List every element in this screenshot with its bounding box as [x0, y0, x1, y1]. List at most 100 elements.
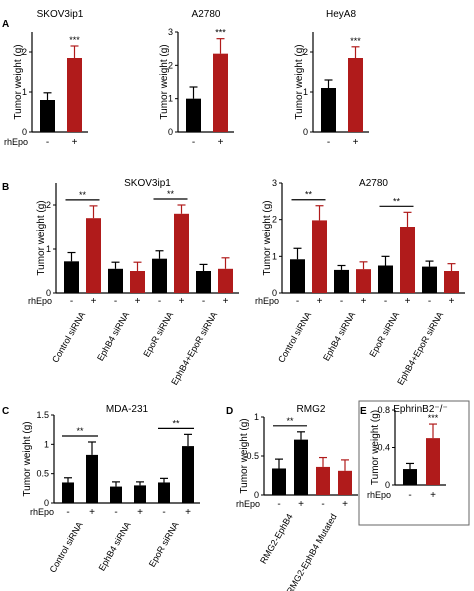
chart-c-category-label: +	[89, 507, 95, 518]
chart-a2-bar	[213, 53, 228, 132]
panel-letter-b: B	[2, 182, 9, 193]
chart-b2-category-label: -	[428, 296, 431, 307]
chart-c-bar	[182, 446, 194, 503]
chart-a3-bar	[348, 58, 363, 132]
chart-a3-bar	[321, 88, 336, 132]
chart-b2-category-label: -	[340, 296, 343, 307]
chart-c-category-label: +	[137, 507, 143, 518]
chart-b2-group-label: EphB4 siRNA	[321, 310, 357, 363]
chart-d-group-label: RMG2-EphB4 Mutated	[285, 512, 339, 591]
chart-a2-ylabel: Tumor weight (g)	[159, 44, 170, 119]
panel-letter-d: D	[226, 406, 233, 417]
chart-c-ytick-label: 1.5	[36, 410, 49, 420]
chart-b1-significance-label: **	[79, 190, 87, 200]
chart-b1-category-label: -	[70, 296, 73, 307]
chart-c-ytick-label: 1	[44, 439, 49, 449]
chart-e-ytick-label: 0.8	[377, 405, 390, 415]
chart-c-bar	[134, 485, 146, 503]
chart-b1-bar	[64, 261, 79, 293]
chart-a3-ytick-label: 1	[303, 87, 308, 97]
chart-b1-bar	[218, 268, 233, 293]
chart-b1-ytick-label: 0	[46, 288, 51, 298]
chart-b2-bar	[290, 259, 305, 293]
chart-a2-category-label: -	[192, 137, 195, 148]
chart-d-bar	[316, 466, 330, 495]
chart-b2-bar	[356, 269, 371, 293]
chart-a2-ytick-label: 3	[168, 27, 173, 37]
chart-d-category-label: +	[342, 499, 348, 510]
chart-a3-category-label: +	[353, 137, 359, 148]
chart-b2-title: A2780	[359, 178, 388, 189]
chart-a1-category-label: +	[72, 137, 78, 148]
chart-a1-ytick-label: 0	[22, 127, 27, 137]
chart-c-title: MDA-231	[106, 404, 149, 415]
chart-c-significance-label: **	[76, 426, 84, 436]
chart-b2-category-label: +	[317, 296, 323, 307]
chart-b2-group-label: EpoR siRNA	[367, 310, 401, 359]
chart-d-ylabel: Tumor weight (g)	[239, 418, 250, 493]
chart-b2-bar	[334, 269, 349, 293]
chart-b1-group-label: EphB4+EpoR siRNA	[169, 310, 219, 387]
chart-e-ytick-label: 0.4	[377, 443, 390, 453]
chart-c-group-label: EpoR siRNA	[147, 520, 181, 569]
chart-b2-ytick-label: 0	[272, 288, 277, 298]
chart-c-category-label: -	[162, 507, 165, 518]
chart-d-bar	[294, 439, 308, 495]
chart-d-category-label: -	[321, 499, 324, 510]
chart-c-bar	[158, 482, 170, 503]
chart-b1-significance-label: **	[167, 189, 175, 199]
chart-e-category-label: +	[430, 490, 436, 501]
chart-a2-significance-label: ***	[215, 28, 226, 38]
chart-d-group-label: RMG2-EphB4	[258, 512, 295, 566]
chart-b1-bar	[196, 271, 211, 293]
chart-c-row-label: rhEpo	[30, 507, 54, 517]
chart-e-ytick-label: 0	[385, 480, 390, 490]
chart-c-ytick-label: 0	[44, 498, 49, 508]
chart-b1-category-label: -	[114, 296, 117, 307]
chart-b1-ytick-label: 1	[46, 244, 51, 254]
panel-e-frame	[358, 400, 470, 526]
chart-b1-group-label: Control siRNA	[50, 310, 87, 364]
chart-a1-title: SKOV3ip1	[37, 9, 84, 20]
chart-c-category-label: +	[185, 507, 191, 518]
chart-b1-category-label: +	[179, 296, 185, 307]
chart-b2-category-label: -	[384, 296, 387, 307]
panel-letter-c: C	[2, 406, 9, 417]
chart-e-row-label: rhEpo	[367, 490, 391, 500]
chart-c-group-label: Control siRNA	[48, 520, 85, 574]
chart-b2-bar	[378, 265, 393, 293]
chart-c-ytick-label: 0.5	[36, 469, 49, 479]
chart-b1-bar	[86, 218, 101, 293]
chart-a3-significance-label: ***	[350, 36, 361, 46]
chart-d-ytick-label: 0.5	[246, 451, 259, 461]
chart-b1-ylabel: Tumor weight (g)	[36, 200, 47, 275]
chart-a2-ytick-label: 2	[168, 60, 173, 70]
chart-d-row-label: rhEpo	[236, 499, 260, 509]
chart-a1-significance-label: ***	[69, 35, 80, 45]
chart-b2-ylabel: Tumor weight (g)	[262, 200, 273, 275]
chart-b2-group-label: EphB4+EpoR siRNA	[395, 310, 445, 387]
chart-b1-category-label: +	[223, 296, 229, 307]
chart-b1-category-label: -	[158, 296, 161, 307]
chart-a1-bar	[67, 58, 82, 132]
chart-a2-bar	[186, 98, 201, 132]
chart-d-bar	[338, 470, 352, 495]
charts-layer: SKOV3ip1 Tumor weight (g) 0 1 2 - + rhEpo *** A27…	[4, 9, 470, 591]
chart-c-category-label: -	[114, 507, 117, 518]
chart-d-bar	[272, 468, 286, 495]
chart-b1-title: SKOV3ip1	[124, 178, 171, 189]
chart-b2-row-label: rhEpo	[255, 296, 279, 306]
chart-a2-ytick-label: 0	[168, 127, 173, 137]
chart-b2-category-label: -	[296, 296, 299, 307]
chart-b2-ytick-label: 1	[272, 251, 277, 261]
chart-e-ylabel: Tumor weight (g)	[370, 410, 381, 485]
chart-b1-group-label: EpoR siRNA	[141, 310, 175, 359]
chart-a1-ytick-label: 2	[22, 47, 27, 57]
chart-c-bar	[62, 482, 74, 503]
chart-a2-title: A2780	[192, 9, 221, 20]
chart-b1-bar	[108, 268, 123, 293]
chart-b1-bar	[152, 258, 167, 293]
chart-e-title: EphrinB2⁻/⁻	[393, 404, 447, 415]
chart-a3-category-label: -	[327, 137, 330, 148]
